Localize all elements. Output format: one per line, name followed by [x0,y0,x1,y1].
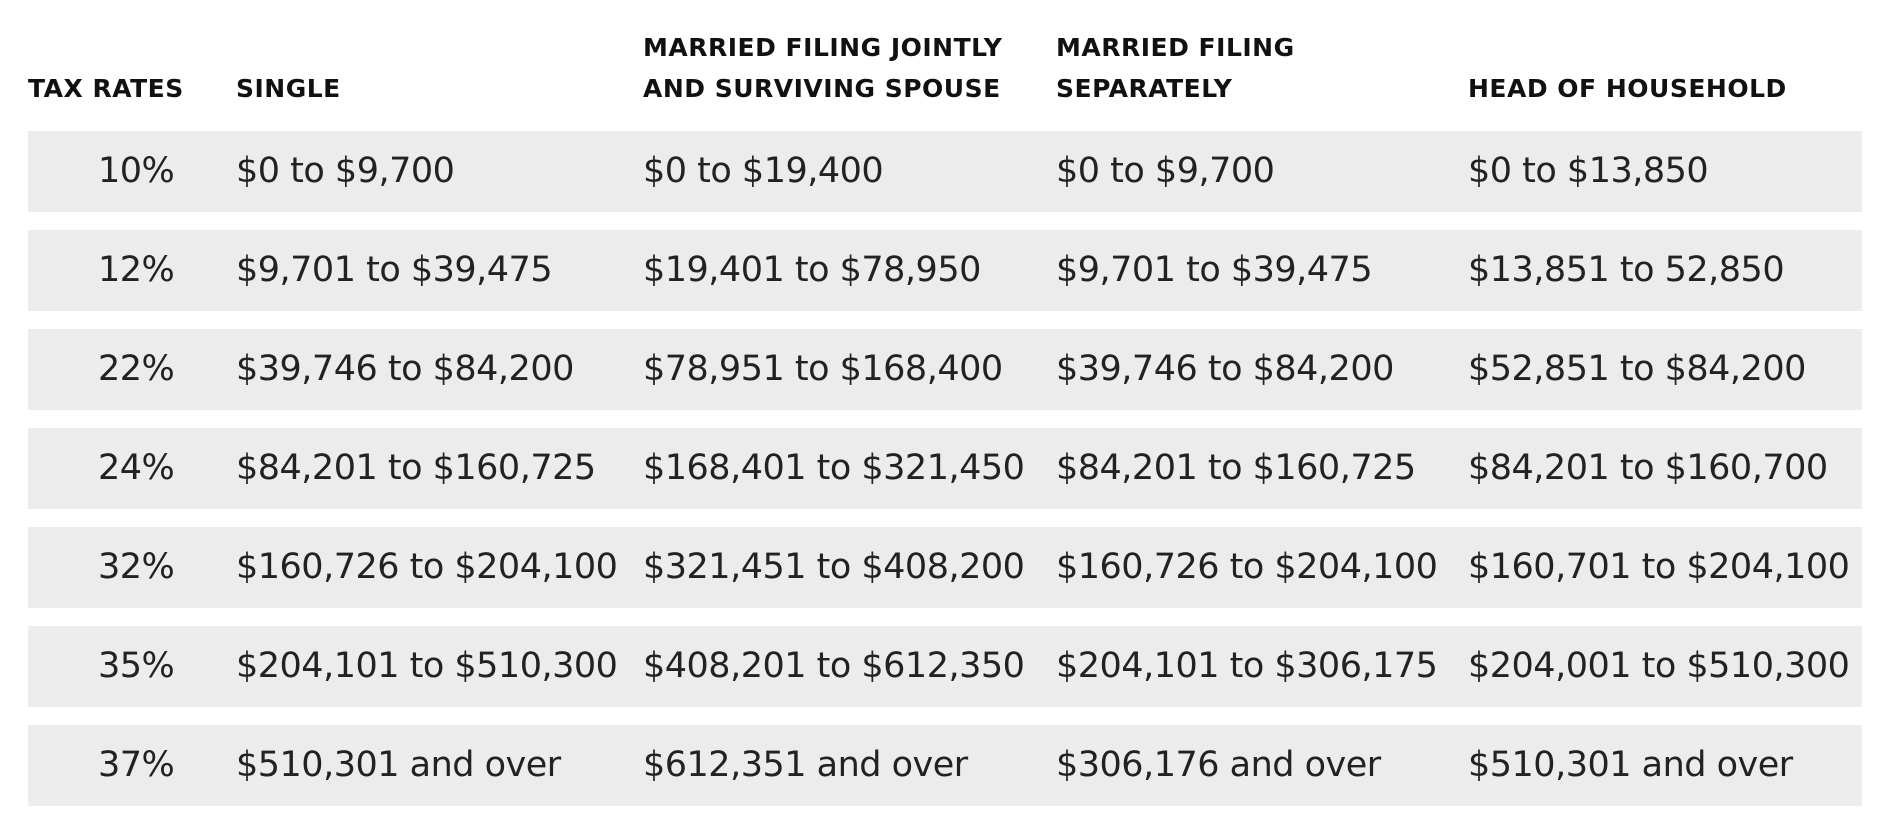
single-cell: $9,701 to $39,475 [236,250,553,290]
head-of-household-cell: $84,201 to $160,700 [1468,448,1828,488]
joint-cell: $0 to $19,400 [643,151,884,191]
header-married-filing-jointly: MARRIED FILING JOINTLY AND SURVIVING SPO… [643,33,1003,103]
rate-cell: 24% [98,448,175,488]
table-row: 10% $0 to $9,700 $0 to $19,400 $0 to $9,… [28,131,1862,212]
separate-cell: $160,726 to $204,100 [1056,547,1438,587]
joint-cell: $321,451 to $408,200 [643,547,1025,587]
head-of-household-cell: $510,301 and over [1468,745,1793,785]
header-tax-rates: TAX RATES [28,74,184,103]
head-of-household-cell: $160,701 to $204,100 [1468,547,1850,587]
single-cell: $510,301 and over [236,745,561,785]
table-row: 24% $84,201 to $160,725 $168,401 to $321… [28,428,1862,509]
joint-cell: $408,201 to $612,350 [643,646,1025,686]
rate-cell: 35% [98,646,175,686]
table-row: 22% $39,746 to $84,200 $78,951 to $168,4… [28,329,1862,410]
table-row: 32% $160,726 to $204,100 $321,451 to $40… [28,527,1862,608]
single-cell: $0 to $9,700 [236,151,455,191]
joint-cell: $612,351 and over [643,745,968,785]
single-cell: $160,726 to $204,100 [236,547,618,587]
header-married-filing-separately: MARRIED FILING SEPARATELY [1056,33,1295,103]
tax-rates-table: TAX RATES SINGLE MARRIED FILING JOINTLY … [28,0,1862,824]
rate-cell: 22% [98,349,175,389]
single-cell: $204,101 to $510,300 [236,646,618,686]
table-row: 12% $9,701 to $39,475 $19,401 to $78,950… [28,230,1862,311]
separate-cell: $39,746 to $84,200 [1056,349,1394,389]
single-cell: $84,201 to $160,725 [236,448,596,488]
rate-cell: 32% [98,547,175,587]
single-cell: $39,746 to $84,200 [236,349,574,389]
table-header: TAX RATES SINGLE MARRIED FILING JOINTLY … [28,0,1862,131]
separate-cell: $84,201 to $160,725 [1056,448,1416,488]
header-head-of-household: HEAD OF HOUSEHOLD [1468,74,1787,103]
header-single: SINGLE [236,74,341,103]
rate-cell: 12% [98,250,175,290]
rate-cell: 10% [98,151,175,191]
table-row: 35% $204,101 to $510,300 $408,201 to $61… [28,626,1862,707]
head-of-household-cell: $204,001 to $510,300 [1468,646,1850,686]
head-of-household-cell: $13,851 to 52,850 [1468,250,1785,290]
head-of-household-cell: $52,851 to $84,200 [1468,349,1806,389]
separate-cell: $306,176 and over [1056,745,1381,785]
separate-cell: $0 to $9,700 [1056,151,1275,191]
joint-cell: $168,401 to $321,450 [643,448,1025,488]
joint-cell: $78,951 to $168,400 [643,349,1003,389]
head-of-household-cell: $0 to $13,850 [1468,151,1709,191]
table-row: 37% $510,301 and over $612,351 and over … [28,725,1862,806]
separate-cell: $204,101 to $306,175 [1056,646,1438,686]
rate-cell: 37% [98,745,175,785]
joint-cell: $19,401 to $78,950 [643,250,981,290]
separate-cell: $9,701 to $39,475 [1056,250,1373,290]
